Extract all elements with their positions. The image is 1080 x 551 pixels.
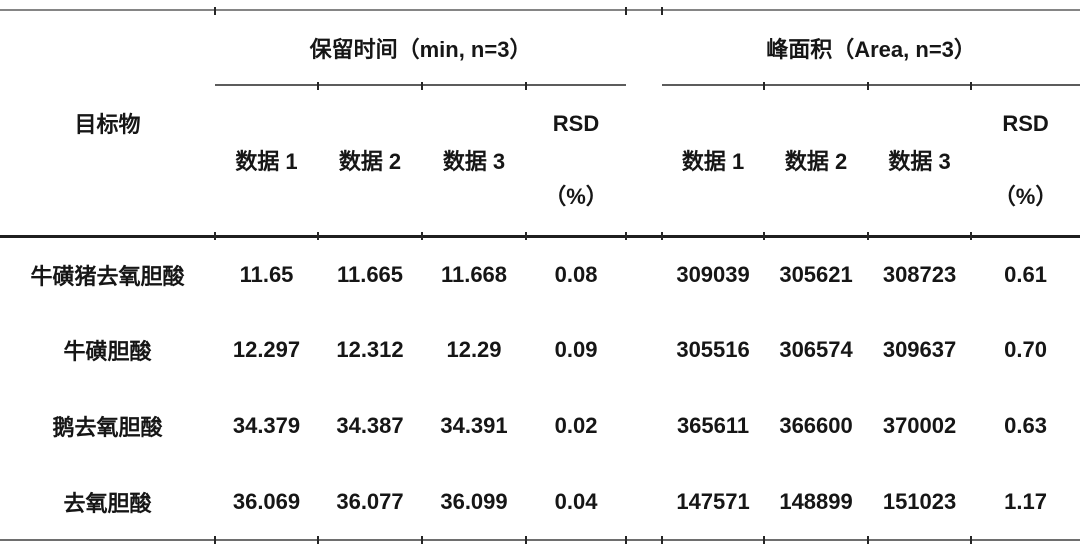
- column-tick: [763, 536, 765, 544]
- column-tick: [970, 82, 972, 90]
- header-rt-data1: 数据 1: [215, 85, 318, 238]
- rt-rsd-cell: 0.04: [526, 464, 627, 541]
- area-data2-cell: 306574: [779, 337, 853, 362]
- column-tick: [625, 7, 627, 15]
- column-tick: [317, 232, 319, 240]
- spacer-cell: [626, 236, 662, 312]
- rsd-unit-label: （%）: [544, 183, 608, 209]
- column-tick: [867, 536, 869, 544]
- header-area-rsd: RSD （%）: [971, 85, 1080, 238]
- area-rsd-cell: 1.17: [971, 464, 1080, 541]
- column-tick: [763, 82, 765, 90]
- area-data1-cell: 309039: [676, 261, 750, 287]
- rt-data1-cell: 11.65: [239, 261, 294, 287]
- rsd-label: RSD: [552, 110, 600, 136]
- row-label: 牛磺胆酸: [63, 339, 152, 364]
- column-tick: [421, 536, 423, 544]
- column-tick: [970, 232, 972, 240]
- rt-data3-cell: 34.391: [440, 413, 508, 438]
- rt-data1-cell: 36.069: [215, 464, 318, 541]
- column-tick: [763, 232, 765, 240]
- header-group-row: 目标物 保留时间（min, n=3） 峰面积（Area, n=3）: [0, 10, 1080, 238]
- spacer-cell: [626, 464, 663, 541]
- rt-data2-cell: 12.312: [336, 337, 404, 362]
- area-rsd-cell: 0.63: [1004, 413, 1047, 438]
- rt-data1-cell: 12.297: [232, 337, 301, 362]
- column-tick: [625, 536, 627, 544]
- spacer-cell: [626, 312, 662, 388]
- column-tick: [867, 232, 869, 240]
- area-data1-cell: 305516: [676, 337, 750, 362]
- row-label: 牛磺猪去氧胆酸: [30, 263, 185, 289]
- spacer-cell: [626, 388, 662, 464]
- column-tick: [661, 232, 663, 240]
- area-data3-cell: 308723: [882, 261, 957, 287]
- column-tick: [525, 536, 527, 544]
- table-row: 去氧胆酸 36.069 36.077 36.099 0.04 147571 14…: [0, 464, 1080, 541]
- column-tick: [970, 536, 972, 544]
- header-group-retention-time: 保留时间（min, n=3）: [215, 10, 627, 86]
- rt-data3-cell: 12.29: [446, 337, 502, 362]
- column-tick: [214, 536, 216, 544]
- area-data2-cell: 366600: [779, 413, 853, 438]
- area-data2-cell: 148899: [764, 464, 869, 541]
- rt-rsd-cell: 0.09: [554, 337, 598, 362]
- rt-data1-cell: 34.379: [232, 413, 301, 438]
- header-area-data3: 数据 3: [868, 85, 972, 238]
- area-data1-cell: 147571: [662, 464, 765, 541]
- row-label: 去氧胆酸: [0, 464, 215, 541]
- results-table: 目标物 保留时间（min, n=3） 峰面积（Area, n=3） 数据 1 数…: [0, 9, 1080, 541]
- column-tick: [525, 232, 527, 240]
- header-rt-data3: 数据 3: [422, 85, 526, 238]
- area-data2-cell: 305621: [779, 261, 853, 287]
- header-spacer: [626, 10, 663, 238]
- row-label: 鹅去氧胆酸: [52, 415, 163, 440]
- table-row: 鹅去氧胆酸 34.379 34.387 34.391 0.02 365611 3…: [0, 388, 1080, 464]
- table-row: 牛磺猪去氧胆酸 11.65 11.665 11.668 0.08 309039 …: [0, 236, 1080, 312]
- column-tick: [421, 82, 423, 90]
- column-tick: [661, 7, 663, 15]
- area-data3-cell: 309637: [882, 337, 957, 362]
- rsd-unit-label: （%）: [993, 183, 1058, 209]
- header-sub-row: 数据 1 数据 2 数据 3 RSD （%） 数据 1 数据 2 数据 3 RS…: [0, 85, 1080, 238]
- area-data3-cell: 370002: [882, 413, 957, 438]
- column-tick: [661, 536, 663, 544]
- rt-rsd-cell: 0.02: [554, 413, 598, 438]
- area-rsd-cell: 0.70: [1004, 337, 1047, 362]
- rsd-label: RSD: [1002, 110, 1049, 136]
- area-data3-cell: 151023: [868, 464, 972, 541]
- rt-data2-cell: 11.665: [336, 261, 404, 287]
- column-tick: [317, 536, 319, 544]
- rt-rsd-cell: 0.08: [554, 261, 598, 287]
- column-tick: [867, 82, 869, 90]
- rt-data2-cell: 34.387: [336, 413, 404, 438]
- table-row: 牛磺胆酸 12.297 12.312 12.29 0.09 305516 306…: [0, 312, 1080, 388]
- column-tick: [421, 232, 423, 240]
- area-rsd-cell: 0.61: [1004, 261, 1047, 287]
- rt-data3-cell: 36.099: [422, 464, 526, 541]
- header-target: 目标物: [0, 10, 215, 238]
- column-tick: [214, 7, 216, 15]
- column-tick: [317, 82, 319, 90]
- area-data1-cell: 365611: [676, 413, 750, 438]
- header-rt-rsd: RSD （%）: [526, 85, 627, 238]
- header-rt-data2: 数据 2: [318, 85, 422, 238]
- column-tick: [525, 82, 527, 90]
- rt-data2-cell: 36.077: [318, 464, 422, 541]
- column-tick: [214, 232, 216, 240]
- header-group-peak-area: 峰面积（Area, n=3）: [662, 10, 1080, 86]
- header-area-data2: 数据 2: [764, 85, 869, 238]
- column-tick: [625, 232, 627, 240]
- header-area-data1: 数据 1: [662, 85, 765, 238]
- rt-data3-cell: 11.668: [440, 261, 508, 287]
